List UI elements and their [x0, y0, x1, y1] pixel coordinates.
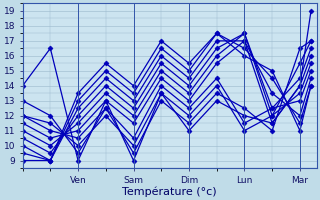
X-axis label: Température (°c): Température (°c) [122, 186, 217, 197]
